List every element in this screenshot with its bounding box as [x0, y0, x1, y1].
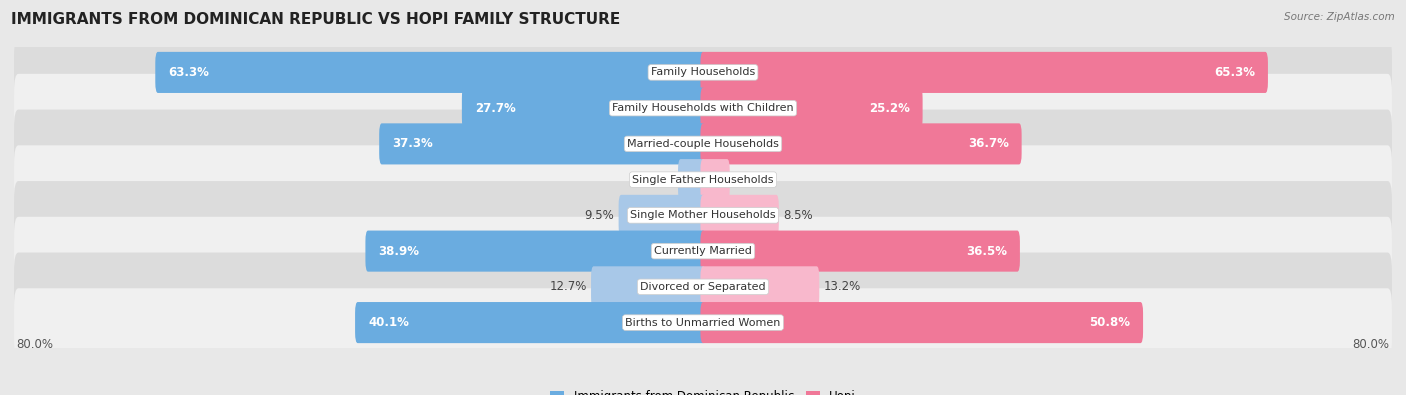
Text: 40.1%: 40.1% [368, 316, 409, 329]
Text: Married-couple Households: Married-couple Households [627, 139, 779, 149]
Text: Family Households with Children: Family Households with Children [612, 103, 794, 113]
FancyBboxPatch shape [700, 159, 730, 200]
Text: Currently Married: Currently Married [654, 246, 752, 256]
Text: 27.7%: 27.7% [475, 102, 516, 115]
FancyBboxPatch shape [700, 195, 779, 236]
Text: 36.5%: 36.5% [966, 245, 1007, 258]
Text: 2.8%: 2.8% [734, 173, 763, 186]
Legend: Immigrants from Dominican Republic, Hopi: Immigrants from Dominican Republic, Hopi [546, 385, 860, 395]
Text: 36.7%: 36.7% [967, 137, 1008, 150]
FancyBboxPatch shape [14, 252, 1392, 321]
FancyBboxPatch shape [14, 217, 1392, 286]
FancyBboxPatch shape [591, 266, 706, 307]
Text: Divorced or Separated: Divorced or Separated [640, 282, 766, 292]
Text: Births to Unmarried Women: Births to Unmarried Women [626, 318, 780, 327]
Text: 37.3%: 37.3% [392, 137, 433, 150]
FancyBboxPatch shape [14, 145, 1392, 214]
FancyBboxPatch shape [461, 88, 706, 129]
Text: Source: ZipAtlas.com: Source: ZipAtlas.com [1284, 12, 1395, 22]
FancyBboxPatch shape [155, 52, 706, 93]
Text: Single Mother Households: Single Mother Households [630, 211, 776, 220]
FancyBboxPatch shape [700, 52, 1268, 93]
Text: 65.3%: 65.3% [1213, 66, 1256, 79]
Text: 2.6%: 2.6% [644, 173, 673, 186]
Text: 50.8%: 50.8% [1090, 316, 1130, 329]
FancyBboxPatch shape [700, 123, 1022, 164]
Text: IMMIGRANTS FROM DOMINICAN REPUBLIC VS HOPI FAMILY STRUCTURE: IMMIGRANTS FROM DOMINICAN REPUBLIC VS HO… [11, 12, 620, 27]
Text: Single Father Households: Single Father Households [633, 175, 773, 184]
FancyBboxPatch shape [380, 123, 706, 164]
FancyBboxPatch shape [14, 181, 1392, 250]
Text: 63.3%: 63.3% [169, 66, 209, 79]
FancyBboxPatch shape [700, 302, 1143, 343]
Text: 80.0%: 80.0% [17, 338, 53, 351]
FancyBboxPatch shape [700, 266, 820, 307]
FancyBboxPatch shape [366, 231, 706, 272]
Text: 38.9%: 38.9% [378, 245, 419, 258]
FancyBboxPatch shape [619, 195, 706, 236]
Text: 25.2%: 25.2% [869, 102, 910, 115]
FancyBboxPatch shape [14, 74, 1392, 143]
FancyBboxPatch shape [14, 38, 1392, 107]
FancyBboxPatch shape [14, 288, 1392, 357]
Text: 80.0%: 80.0% [1353, 338, 1389, 351]
FancyBboxPatch shape [14, 109, 1392, 178]
FancyBboxPatch shape [700, 88, 922, 129]
FancyBboxPatch shape [700, 231, 1019, 272]
Text: 9.5%: 9.5% [585, 209, 614, 222]
Text: 8.5%: 8.5% [783, 209, 813, 222]
Text: 12.7%: 12.7% [550, 280, 586, 293]
FancyBboxPatch shape [356, 302, 706, 343]
Text: Family Households: Family Households [651, 68, 755, 77]
FancyBboxPatch shape [678, 159, 706, 200]
Text: 13.2%: 13.2% [824, 280, 860, 293]
